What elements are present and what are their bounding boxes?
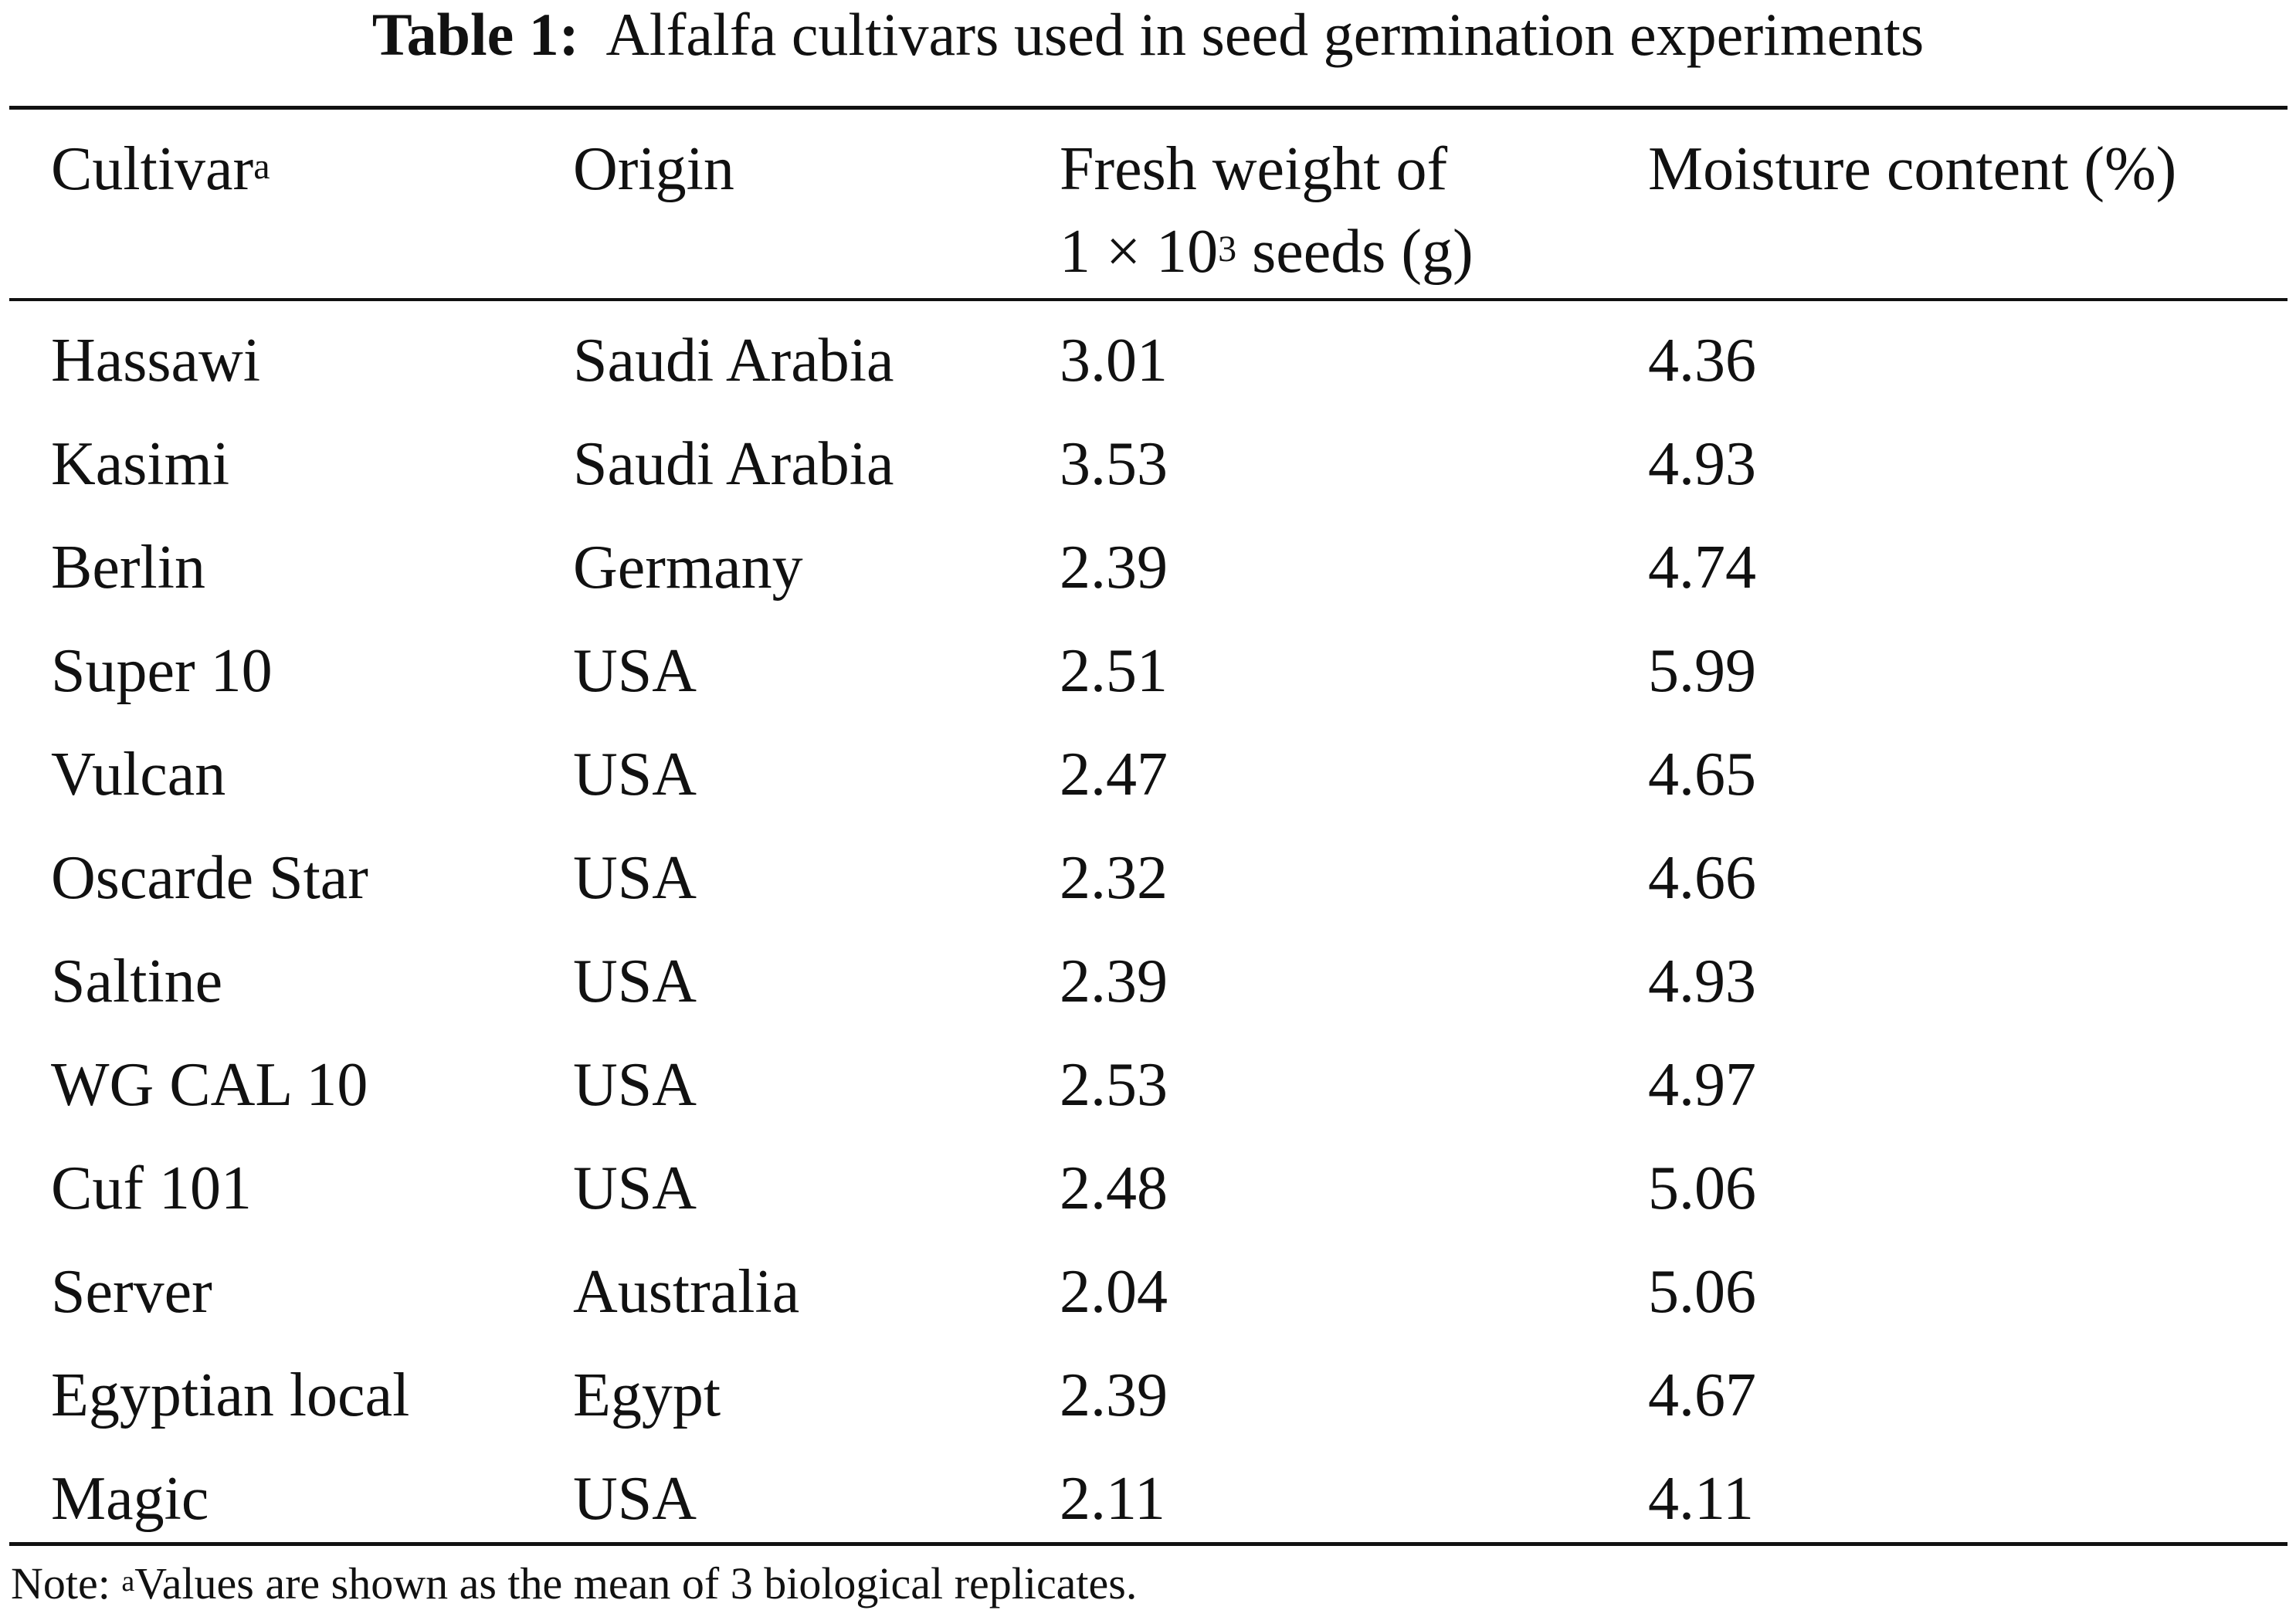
cell-fresh-weight: 2.32 (1060, 844, 1168, 912)
table-row: Kasimi Saudi Arabia 3.53 4.93 (0, 412, 2296, 516)
table-row: Server Australia 2.04 5.06 (0, 1240, 2296, 1344)
cell-moisture: 5.06 (1648, 1258, 1756, 1326)
cell-fresh-weight: 2.39 (1060, 534, 1168, 602)
cell-fresh-weight: 3.01 (1060, 327, 1168, 395)
cell-fresh-weight: 2.39 (1060, 947, 1168, 1015)
table-row: WG CAL 10 USA 2.53 4.97 (0, 1033, 2296, 1137)
cell-fresh-weight: 2.39 (1060, 1361, 1168, 1429)
top-rule (9, 106, 2288, 110)
cell-origin: Australia (573, 1258, 800, 1326)
table-row: Super 10 USA 2.51 5.99 (0, 619, 2296, 723)
header-cultivar-footnote-mark: a (253, 146, 270, 187)
header-origin: Origin (573, 135, 734, 203)
table-row: Hassawi Saudi Arabia 3.01 4.36 (0, 309, 2296, 412)
header-cultivar: Cultivara (51, 135, 270, 203)
header-fresh-weight-line2: 1 × 103 seeds (g) (1060, 218, 1474, 286)
cell-moisture: 5.99 (1648, 637, 1756, 705)
table-row: Egyptian local Egypt 2.39 4.67 (0, 1344, 2296, 1447)
header-rule (9, 298, 2288, 301)
cell-origin: USA (573, 1154, 697, 1222)
header-fresh-weight-exponent: 3 (1218, 229, 1237, 270)
cell-cultivar: Hassawi (51, 327, 261, 395)
cell-cultivar: Super 10 (51, 637, 273, 705)
table-row: Magic USA 2.11 4.11 (0, 1447, 2296, 1551)
cell-cultivar: Server (51, 1258, 212, 1326)
cell-fresh-weight: 2.51 (1060, 637, 1168, 705)
cell-cultivar: Magic (51, 1465, 209, 1533)
cell-cultivar: Vulcan (51, 741, 226, 808)
cell-origin: Germany (573, 534, 803, 602)
cell-origin: USA (573, 1465, 697, 1533)
cell-moisture: 4.36 (1648, 327, 1756, 395)
cell-moisture: 4.97 (1648, 1051, 1756, 1119)
cell-fresh-weight: 2.53 (1060, 1051, 1168, 1119)
cell-moisture: 4.65 (1648, 741, 1756, 808)
cell-origin: Egypt (573, 1361, 721, 1429)
cell-cultivar: Oscarde Star (51, 844, 368, 912)
cell-moisture: 4.66 (1648, 844, 1756, 912)
table-title: Alfalfa cultivars used in seed germinati… (605, 1, 1925, 68)
cell-moisture: 4.93 (1648, 947, 1756, 1015)
header-moisture: Moisture content (%) (1648, 135, 2177, 203)
cell-cultivar: Saltine (51, 947, 223, 1015)
cell-cultivar: Cuf 101 (51, 1154, 252, 1222)
cell-fresh-weight: 3.53 (1060, 430, 1168, 498)
cell-fresh-weight: 2.04 (1060, 1258, 1168, 1326)
table-row: Vulcan USA 2.47 4.65 (0, 723, 2296, 826)
table-row: Oscarde Star USA 2.32 4.66 (0, 826, 2296, 930)
cell-cultivar: Berlin (51, 534, 205, 602)
cell-moisture: 4.11 (1648, 1465, 1755, 1533)
bottom-rule (9, 1542, 2288, 1546)
cell-origin: USA (573, 844, 697, 912)
note-text: Values are shown as the mean of 3 biolog… (134, 1558, 1138, 1609)
cell-moisture: 5.06 (1648, 1154, 1756, 1222)
cell-origin: USA (573, 637, 697, 705)
table-row: Cuf 101 USA 2.48 5.06 (0, 1137, 2296, 1240)
table-caption: Table 1: Alfalfa cultivars used in seed … (0, 0, 2296, 69)
cell-moisture: 4.74 (1648, 534, 1756, 602)
cell-fresh-weight: 2.11 (1060, 1465, 1166, 1533)
table-label: Table 1: (371, 1, 579, 68)
cell-origin: Saudi Arabia (573, 430, 894, 498)
note-footnote-mark: a (121, 1565, 135, 1598)
cell-origin: Saudi Arabia (573, 327, 894, 395)
cell-origin: USA (573, 1051, 697, 1119)
cell-cultivar: Egyptian local (51, 1361, 410, 1429)
header-fresh-weight-line1: Fresh weight of (1060, 135, 1448, 203)
cell-cultivar: Kasimi (51, 430, 230, 498)
cell-fresh-weight: 2.47 (1060, 741, 1168, 808)
cell-cultivar: WG CAL 10 (51, 1051, 368, 1119)
cell-origin: USA (573, 741, 697, 808)
table-row: Berlin Germany 2.39 4.74 (0, 516, 2296, 619)
table-note: Note: aValues are shown as the mean of 3… (11, 1558, 1138, 1609)
cell-fresh-weight: 2.48 (1060, 1154, 1168, 1222)
cell-moisture: 4.67 (1648, 1361, 1756, 1429)
cell-moisture: 4.93 (1648, 430, 1756, 498)
table-row: Saltine USA 2.39 4.93 (0, 930, 2296, 1033)
cell-origin: USA (573, 947, 697, 1015)
